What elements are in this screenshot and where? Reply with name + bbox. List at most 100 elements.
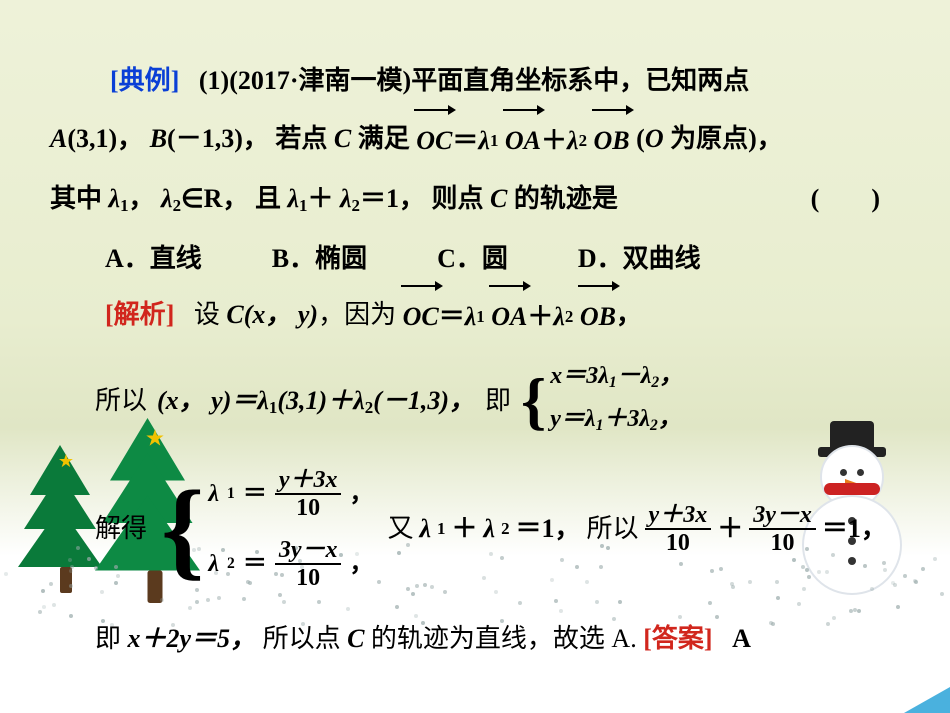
sep: ， xyxy=(659,363,683,389)
text: 则点 xyxy=(432,184,491,213)
lambda: λ xyxy=(598,363,609,389)
eq: ＝ xyxy=(243,549,267,579)
vec-OA: OA xyxy=(491,302,527,331)
tag-label: 答案 xyxy=(652,624,704,653)
A-coords: (3,1) xyxy=(67,124,117,153)
sub: 2 xyxy=(579,124,587,158)
eq: ＝1， xyxy=(822,503,887,555)
lambda: λ xyxy=(465,291,477,343)
choice-A: A．直线 xyxy=(105,233,202,285)
sub: 1 xyxy=(437,512,445,546)
denominator: 10 xyxy=(767,530,799,556)
problem-header: [典例] (1)(2017·津南一模)平面直角坐标系中，已知两点 xyxy=(50,55,900,107)
bracket-close: ] xyxy=(704,624,713,653)
corner-fold-icon xyxy=(904,687,950,713)
vec-OB: OB xyxy=(594,126,630,155)
tag-label: 解析 xyxy=(114,300,166,329)
lambda: λ xyxy=(585,406,596,432)
plus: ＋ xyxy=(307,184,333,213)
lambda: λ xyxy=(420,503,432,555)
sub: 1 xyxy=(476,300,484,334)
lambda: λ xyxy=(257,386,269,415)
plus: ＋ xyxy=(717,503,743,555)
point-O: O xyxy=(645,124,664,153)
vec-OC: OC xyxy=(416,126,452,155)
lambda: λ xyxy=(484,503,496,555)
fraction: 3y－x10 xyxy=(275,537,342,591)
givens-line: A(3,1)， B(－1,3)， 若点 C 满足 OC ＝ λ1 OA ＋ λ2… xyxy=(50,113,900,167)
text: ，因为 xyxy=(318,300,403,329)
case-system: { λ1＝ y＋3x10， λ2＝ 3y－x10， xyxy=(161,467,373,591)
eq: ＝ xyxy=(243,479,267,509)
sep: ， xyxy=(658,406,682,432)
bracket-close: ] xyxy=(171,66,180,95)
bracket-open: [ xyxy=(105,300,114,329)
text: 所以 xyxy=(587,503,639,555)
left-brace-icon: { xyxy=(521,369,546,433)
minus: － xyxy=(617,363,641,389)
solution-line-4: 即 x＋2y＝5， 所以点 C 的轨迹为直线，故选 A. [答案] A xyxy=(50,613,900,665)
text: (－1,3)， xyxy=(373,386,475,415)
text: 的轨迹为直线，故选 A. xyxy=(364,624,643,653)
solution-line-2: 所以 (x， y)＝λ1(3,1)＋λ2(－1,3)， 即 { x＝3λ1－λ2… xyxy=(50,361,900,441)
text: 其中 xyxy=(50,184,109,213)
eq: ＝1， xyxy=(516,503,581,555)
case-system: { x＝3λ1－λ2， y＝λ1＋3λ2， xyxy=(521,361,683,441)
sep: ， xyxy=(129,184,155,213)
bracket-close: ] xyxy=(166,300,175,329)
choice-B: B．椭圆 xyxy=(272,233,367,285)
vec-OC: OC xyxy=(403,302,439,331)
question-number: (1) xyxy=(199,66,229,95)
lambda: λ xyxy=(567,115,579,167)
bracket-open: [ xyxy=(643,624,652,653)
fraction: 3y－x10 xyxy=(749,502,816,556)
choice-row: A．直线 B．椭圆 C．圆 D．双曲线 xyxy=(50,233,900,285)
denominator: 10 xyxy=(292,565,324,591)
lambda: λ xyxy=(287,184,299,213)
sub: 1 xyxy=(120,196,128,215)
sub: 1 xyxy=(609,374,617,391)
solution-line-1: [解析] 设 C(x， y)，因为 OC ＝ λ1 OA ＋ λ2 OB ， xyxy=(50,289,900,343)
case-eq: x＝3 xyxy=(550,363,598,389)
answer-tag: [答案] xyxy=(643,624,719,653)
stem-text: 平面直角坐标系中，已知两点 xyxy=(411,66,749,95)
numerator: 3y－x xyxy=(275,537,342,563)
lambda: λ xyxy=(353,386,365,415)
sub: 2 xyxy=(173,196,181,215)
point-B: B xyxy=(150,124,167,153)
text: 的轨迹是 xyxy=(507,184,618,213)
case-eq: y＝ xyxy=(550,406,585,432)
point-A: A xyxy=(50,124,67,153)
text: ∈R， xyxy=(181,184,248,213)
lambda: λ xyxy=(208,549,219,579)
eq: ＝ xyxy=(439,291,465,343)
source-label: (2017·津南一模) xyxy=(229,66,411,95)
bracket-open: [ xyxy=(110,66,119,95)
eq: ＝ xyxy=(452,115,478,167)
fraction: y＋3x10 xyxy=(275,467,342,521)
point-C: C xyxy=(347,624,364,653)
text: 即 xyxy=(485,375,511,427)
text: 为原点)， xyxy=(664,124,783,153)
text: 又 xyxy=(387,503,413,555)
text: 若点 xyxy=(275,124,334,153)
text: 满足 xyxy=(351,124,416,153)
sub: 1 xyxy=(490,124,498,158)
fraction: y＋3x10 xyxy=(645,502,712,556)
vector-equation: OC ＝ λ1 OA ＋ λ2 OB xyxy=(403,291,616,343)
sub: 2 xyxy=(501,512,509,546)
sub: 2 xyxy=(227,549,235,579)
text: 解得 xyxy=(95,503,147,555)
answer-blank: ( ) xyxy=(811,173,880,225)
sep: ， xyxy=(349,479,373,509)
answer-value: A xyxy=(732,624,751,653)
lambda: λ xyxy=(161,184,173,213)
text: 所以 xyxy=(95,375,147,427)
final-eq: x＋2y＝5， xyxy=(128,624,257,653)
tag-label: 典例 xyxy=(119,66,171,95)
condition-line: 其中 λ1， λ2∈R， 且 λ1＋ λ2＝1， 则点 C 的轨迹是 ( ) xyxy=(50,173,900,225)
eq-xy: (x， y)＝ xyxy=(157,386,257,415)
sub: 2 xyxy=(651,374,659,391)
B-coords: (－1,3) xyxy=(167,124,243,153)
sep: ， xyxy=(616,300,642,329)
